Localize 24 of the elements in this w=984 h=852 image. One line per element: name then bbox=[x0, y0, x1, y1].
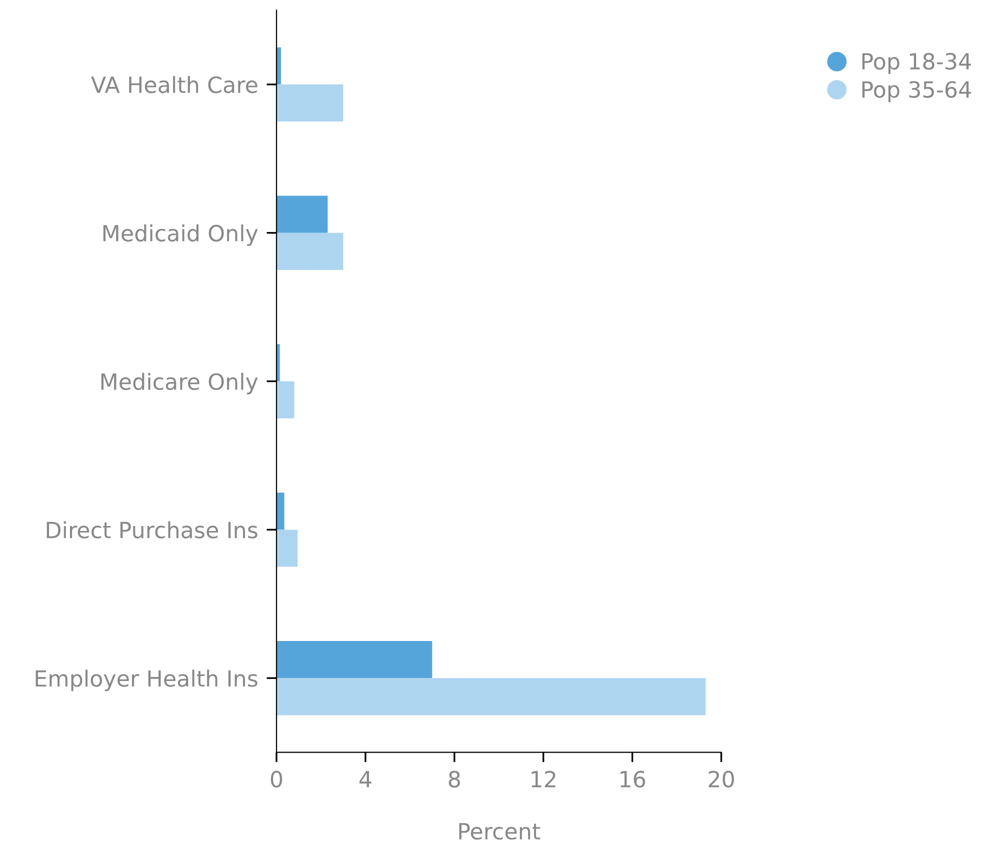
bar bbox=[276, 47, 281, 84]
y-tick-label: Employer Health Ins bbox=[36, 670, 258, 692]
x-tick-label: 16 bbox=[620, 770, 646, 788]
x-tick-label: 20 bbox=[708, 770, 734, 788]
bar bbox=[276, 84, 344, 122]
bar bbox=[276, 381, 294, 418]
y-tick-label: Medicaid Only bbox=[103, 224, 258, 246]
legend-label: Pop 18-34 bbox=[862, 52, 971, 74]
y-tick-label: VA Health Care bbox=[91, 76, 258, 94]
bar bbox=[276, 232, 344, 270]
y-tick-label: Medicare Only bbox=[101, 372, 258, 394]
bar bbox=[276, 530, 298, 567]
x-axis-title: Percent bbox=[459, 823, 540, 840]
bar bbox=[276, 344, 280, 382]
bar bbox=[276, 678, 706, 716]
x-tick-label: 8 bbox=[448, 770, 460, 788]
y-tick-label: Direct Purchase Ins bbox=[46, 521, 258, 538]
legend-label: Pop 35-64 bbox=[862, 81, 971, 102]
x-tick-label: 12 bbox=[532, 770, 556, 788]
bar bbox=[276, 492, 284, 530]
x-tick-label: 0 bbox=[270, 770, 282, 788]
bar bbox=[276, 641, 432, 678]
x-tick-label: 4 bbox=[359, 771, 372, 788]
bar bbox=[276, 196, 328, 233]
